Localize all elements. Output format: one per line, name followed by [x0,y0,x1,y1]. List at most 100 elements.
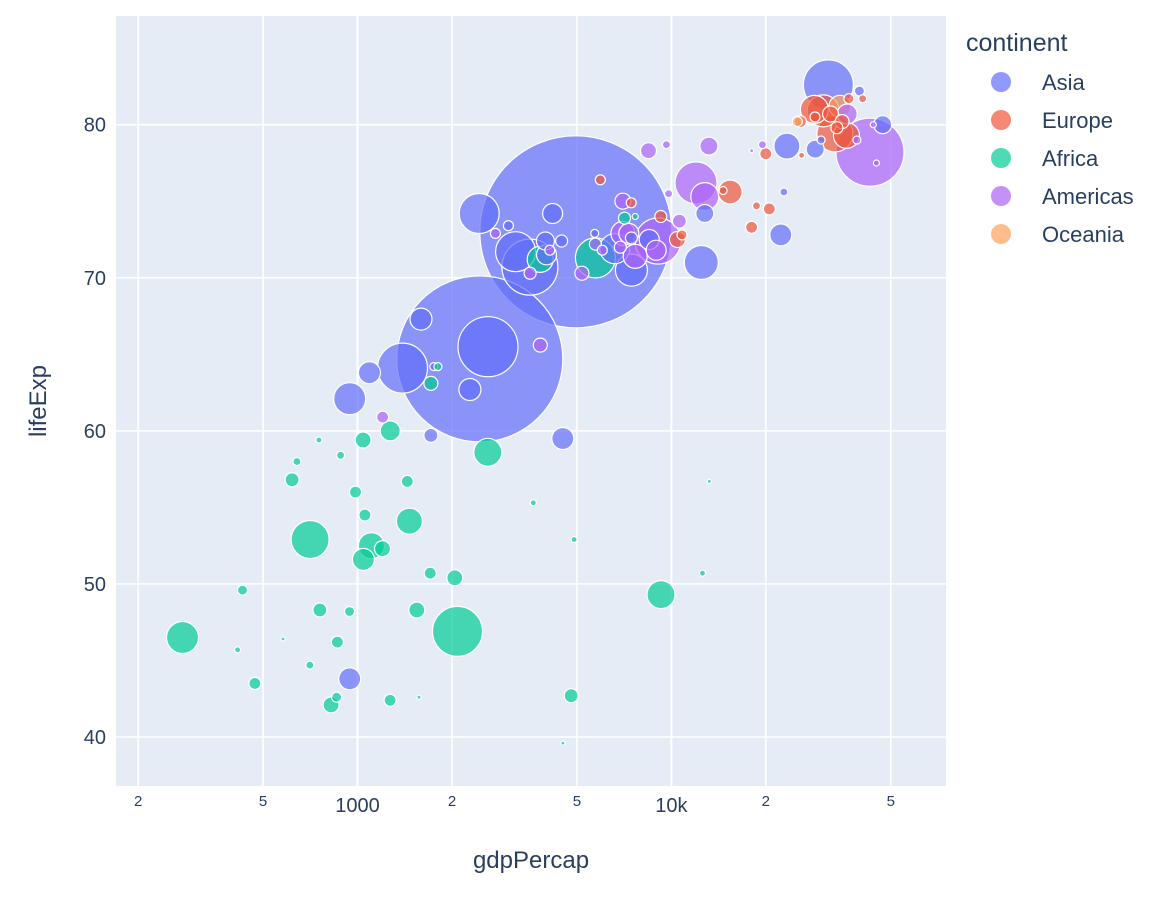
x-axis-title: gdpPercap [473,847,589,874]
bubble-americas [544,244,556,256]
x-tick-label: 5 [887,793,895,810]
bubble-asia [458,377,482,402]
x-tick-label: 10k [655,795,688,817]
bubble-asia [695,203,715,224]
data-points [165,59,905,746]
bubble-africa [416,694,422,700]
y-tick-label: 40 [84,727,106,749]
bubble-europe [625,197,637,209]
legend-item-africa[interactable]: Africa [991,146,1099,171]
bubble-africa [408,601,426,619]
bubble-americas [574,265,590,281]
bubble-africa [292,456,302,467]
bubble-africa [331,691,343,703]
bubble-americas [523,266,537,280]
bubble-africa [315,436,323,444]
bubble-asia [779,187,789,197]
legend-label: Asia [1042,70,1086,95]
bubble-africa [236,584,249,596]
bubble-africa [395,507,423,535]
legend-marker [991,148,1011,168]
x-tick-label: 5 [573,793,581,810]
bubble-africa [290,519,330,560]
bubble-africa [617,211,632,225]
x-axis-ticks: 2 5 1000 2 5 10k 2 5 [134,793,895,817]
bubble-africa [312,602,328,618]
bubble-africa [383,693,397,707]
bubble-europe [830,121,844,135]
bubble-africa [423,375,439,391]
y-tick-label: 70 [84,268,106,290]
legend-label: Europe [1042,108,1113,133]
bubble-africa [473,437,503,467]
y-axis-ticks: 40 50 60 70 80 [84,115,106,749]
x-tick-label: 1000 [335,795,380,817]
bubble-africa [351,547,375,572]
bubble-africa [284,472,300,488]
bubble-oceania [791,115,803,128]
bubble-asia [554,234,569,248]
legend-item-europe[interactable]: Europe [991,108,1113,133]
bubble-africa [343,605,356,618]
legend-item-asia[interactable]: Asia [991,70,1086,95]
bubble-americas [748,148,755,154]
bubble-africa [165,620,200,655]
y-tick-label: 80 [84,115,106,137]
bubble-americas [613,240,627,254]
bubble-asia [333,382,367,416]
bubble-europe [857,94,868,104]
bubble-africa [698,569,707,577]
legend-marker [991,224,1011,244]
bubble-asia [816,135,826,145]
legend-marker [991,110,1011,130]
bubble-asia [409,307,433,331]
bubble-americas [869,121,877,129]
bubble-europe [762,202,776,216]
legend-marker [991,72,1011,92]
bubble-asia [590,228,600,238]
bubble-europe [676,229,688,241]
bubble-europe [751,201,762,211]
bubble-africa [446,569,464,587]
bubble-americas [376,410,390,424]
bubble-africa [280,636,286,642]
bubble-europe [594,174,606,186]
legend-label: Americas [1042,184,1134,209]
bubble-americas [699,136,719,156]
bubble-africa [631,212,639,221]
bubble-africa [431,605,484,658]
bubble-europe [843,93,855,105]
bubble-americas [489,227,501,239]
legend-item-oceania[interactable]: Oceania [991,222,1125,247]
bubble-asia [376,342,429,394]
bubble-europe [797,151,806,159]
bubble-asia [773,132,801,160]
bubble-asia [624,231,639,245]
x-tick-label: 2 [762,793,770,810]
legend-item-americas[interactable]: Americas [991,184,1134,209]
bubble-asia [502,220,514,232]
bubble-americas [671,213,688,229]
bubble-asia [769,223,793,247]
bubble-asia [423,427,439,443]
bubble-africa [373,540,392,558]
bubble-africa [358,508,372,522]
bubble-asia [805,139,825,159]
legend[interactable]: Asia Europe Africa Americas Oceania [991,70,1134,247]
bubble-africa [379,420,401,442]
bubble-americas [596,244,608,256]
bubble-americas [645,239,667,261]
bubble-europe [809,111,821,123]
bubble-americas [663,189,674,199]
bubble-asia [338,667,362,691]
bubble-europe [821,105,840,123]
bubble-africa [433,362,443,372]
bubble-americas [757,140,768,150]
y-axis-title: lifeExp [25,365,52,437]
x-tick-label: 5 [259,793,267,810]
bubble-africa [423,566,437,580]
x-tick-label: 2 [134,793,142,810]
bubble-asia [683,244,719,281]
legend-label: Africa [1042,146,1099,171]
bubble-africa [563,688,579,704]
